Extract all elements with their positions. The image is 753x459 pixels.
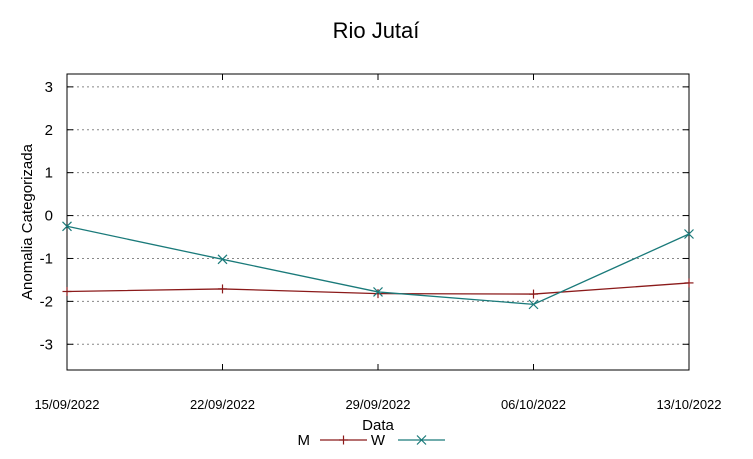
data-point-M bbox=[373, 289, 383, 299]
data-point-W bbox=[684, 229, 694, 239]
x-axis-ticks: 15/09/2022 22/09/2022 29/09/2022 06/10/2022… bbox=[34, 74, 722, 412]
data-point-M bbox=[529, 289, 538, 299]
data-point-M bbox=[62, 286, 72, 296]
y-axis-ticks: 3 2 1 0 -1 -2 -3 bbox=[40, 79, 689, 353]
y-axis-label: Anomalia Categorizada bbox=[19, 143, 36, 300]
x-tick-label: 15/09/2022 bbox=[34, 397, 99, 412]
y-tick-label: -2 bbox=[40, 293, 53, 310]
data-point-W bbox=[62, 221, 72, 232]
legend-marker-W bbox=[416, 435, 427, 445]
x-tick-label: 22/09/2022 bbox=[190, 397, 255, 412]
x-tick-label: 29/09/2022 bbox=[345, 397, 410, 412]
y-tick-label: -3 bbox=[40, 336, 53, 353]
x-axis-label: Data bbox=[362, 417, 394, 434]
series-layer bbox=[62, 221, 694, 310]
data-point-W bbox=[528, 299, 539, 310]
data-point-W bbox=[217, 254, 228, 265]
y-tick-label: 2 bbox=[45, 122, 53, 139]
x-tick-label: 13/10/2022 bbox=[656, 397, 721, 412]
data-point-M bbox=[684, 278, 694, 288]
legend-marker-M bbox=[339, 435, 348, 445]
y-tick-label: 0 bbox=[45, 208, 53, 225]
legend-label-W: W bbox=[371, 432, 386, 449]
data-point-M bbox=[218, 284, 227, 294]
x-tick-label: 06/10/2022 bbox=[501, 397, 566, 412]
plot-frame bbox=[66, 73, 690, 371]
y-tick-label: 3 bbox=[45, 79, 53, 96]
y-tick-label: 1 bbox=[45, 165, 53, 182]
grid bbox=[67, 86, 689, 345]
legend-label-M: M bbox=[298, 432, 311, 449]
data-point-W bbox=[373, 287, 383, 297]
chart-title: Rio Jutaí bbox=[333, 18, 420, 43]
y-tick-label: -1 bbox=[40, 250, 53, 267]
